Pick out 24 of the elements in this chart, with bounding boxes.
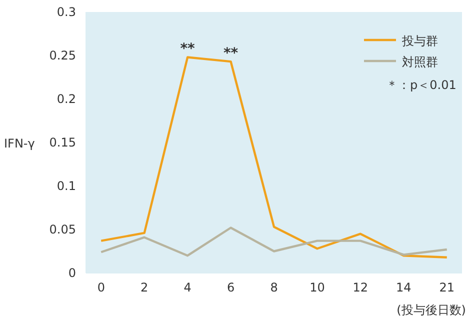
line-series <box>100 226 448 257</box>
annotation: ** <box>223 46 239 62</box>
y-tick-label: 0 <box>68 266 76 280</box>
y-tick-label: 0.1 <box>56 178 76 193</box>
y-tick-label: 0.25 <box>49 48 76 62</box>
y-tick-label: 0.15 <box>49 135 76 150</box>
y-tick-label: 0.3 <box>56 4 76 19</box>
y-tick-label: 0.2 <box>56 92 76 106</box>
x-tick-label: 6 <box>226 280 235 295</box>
x-tick-label: 4 <box>184 280 192 295</box>
x-axis-title: (投与後日数) <box>396 303 466 317</box>
annotation: ＊：p＜0.01 <box>386 78 456 92</box>
x-tick-label: 8 <box>270 280 278 295</box>
y-axis-title: IFN-γ <box>4 136 35 150</box>
x-tick-label: 2 <box>140 280 148 295</box>
annotation: ** <box>180 41 196 58</box>
x-tick-label: 0 <box>97 280 105 295</box>
y-tick-label: 0.05 <box>49 222 76 236</box>
legend-label: 対照群 <box>402 55 438 69</box>
x-tick-label: 14 <box>396 280 412 295</box>
x-tick-label: 10 <box>310 280 325 295</box>
x-tick-label: 21 <box>439 280 455 295</box>
x-tick-label: 12 <box>352 280 368 295</box>
legend-label: 投与群 <box>401 34 438 48</box>
